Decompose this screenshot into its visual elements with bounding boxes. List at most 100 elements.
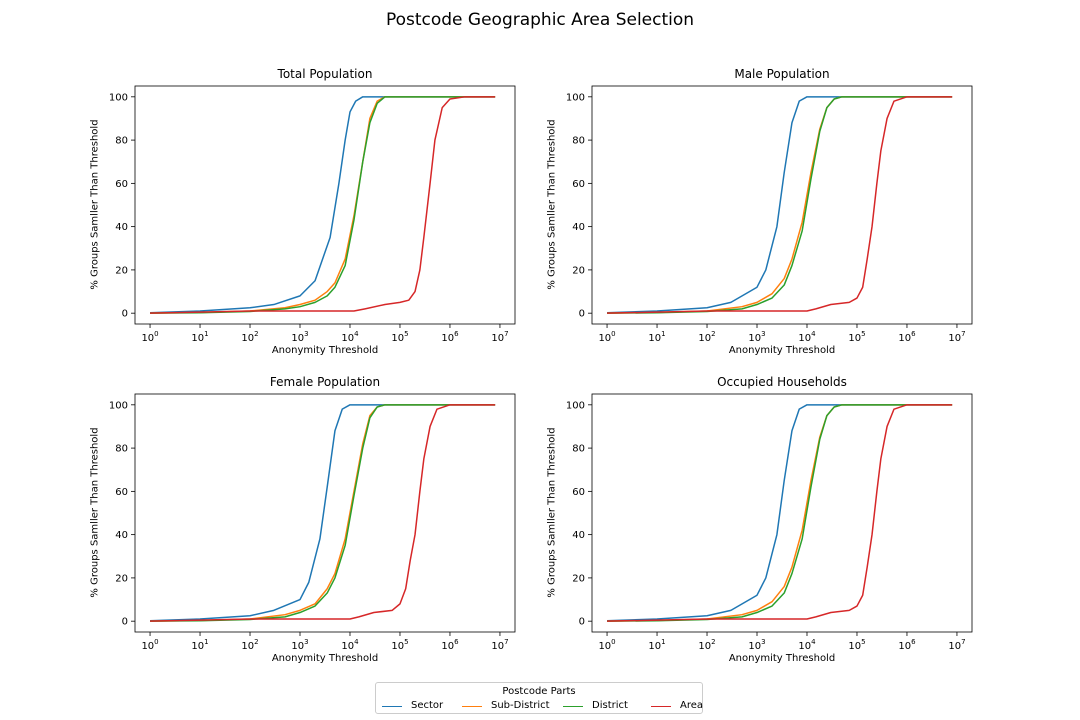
x-tick-label: 103 (748, 330, 765, 344)
x-tick-label: 107 (491, 330, 508, 344)
axes-frame (134, 85, 516, 325)
y-tick-label: 20 (115, 265, 128, 276)
subplot-title: Occupied Households (717, 375, 847, 389)
x-tick-label: 103 (748, 638, 765, 652)
legend-swatch (651, 706, 671, 707)
y-tick-label: 0 (579, 617, 585, 628)
plot-area: 100 101 102 103 104 105 106 107 0 20 40 60 80 100 (566, 85, 973, 344)
y-axis-label: % Groups Samller Than Threshold (89, 427, 101, 598)
y-tick-label: 60 (572, 179, 585, 190)
y-tick-label: 0 (122, 617, 128, 628)
y-tick-label: 20 (115, 573, 128, 584)
y-axis-label: % Groups Samller Than Threshold (89, 119, 101, 290)
y-tick-label: 40 (572, 222, 585, 233)
y-tick-label: 20 (572, 573, 585, 584)
y-tick-label: 80 (572, 136, 585, 147)
y-tick-label: 40 (115, 530, 128, 541)
x-tick-label: 101 (191, 638, 208, 652)
y-tick-label: 40 (572, 530, 585, 541)
x-tick-label: 105 (848, 638, 865, 652)
y-tick-label: 60 (115, 487, 128, 498)
x-tick-label: 103 (291, 638, 308, 652)
series-line-sector (607, 96, 953, 314)
legend-label: Sub-District (491, 700, 550, 711)
x-axis-label: Anonymity Threshold (728, 653, 836, 664)
legend-swatch (563, 706, 583, 707)
legend-swatch (382, 706, 402, 707)
x-tick-label: 105 (391, 638, 408, 652)
x-tick-label: 106 (898, 638, 916, 652)
y-tick-label: 0 (122, 309, 128, 320)
y-tick-label: 0 (579, 309, 585, 320)
y-tick-label: 100 (566, 92, 585, 103)
x-tick-label: 105 (391, 330, 408, 344)
legend-swatch (462, 706, 482, 707)
y-tick-label: 80 (572, 444, 585, 455)
x-tick-label: 102 (241, 638, 258, 652)
series-line-area (607, 404, 953, 622)
x-tick-label: 101 (191, 330, 208, 344)
x-tick-label: 106 (898, 330, 916, 344)
x-tick-label: 107 (948, 638, 965, 652)
y-tick-label: 60 (572, 487, 585, 498)
x-tick-label: 106 (441, 330, 459, 344)
x-tick-label: 100 (141, 638, 158, 652)
x-tick-label: 106 (441, 638, 459, 652)
y-tick-label: 40 (115, 222, 128, 233)
x-tick-label: 103 (291, 330, 308, 344)
series-line-sector (150, 404, 496, 622)
x-tick-label: 101 (648, 330, 665, 344)
x-axis-label: Anonymity Threshold (271, 653, 379, 664)
figure-title: Postcode Geographic Area Selection (385, 10, 695, 30)
y-tick-label: 60 (115, 179, 128, 190)
x-tick-label: 104 (798, 330, 816, 344)
legend-label: Area (680, 700, 704, 711)
series-line-district (150, 96, 496, 314)
y-tick-label: 100 (566, 400, 585, 411)
subplot-title: Total Population (277, 67, 373, 81)
x-tick-label: 104 (341, 638, 359, 652)
y-tick-label: 80 (115, 136, 128, 147)
series-line-sub-district (150, 96, 496, 314)
legend-title: Postcode Parts (502, 686, 576, 697)
y-axis-label: % Groups Samller Than Threshold (546, 427, 558, 598)
x-axis-label: Anonymity Threshold (728, 345, 836, 356)
subplot-title: Female Population (269, 375, 381, 389)
series-line-area (150, 404, 496, 622)
subplot-title: Male Population (734, 67, 830, 81)
series-line-sector (607, 404, 953, 622)
axes-frame (134, 393, 516, 633)
x-axis-label: Anonymity Threshold (271, 345, 379, 356)
x-tick-label: 102 (241, 330, 258, 344)
x-tick-label: 100 (598, 330, 615, 344)
x-tick-label: 100 (598, 638, 615, 652)
plot-area: 100 101 102 103 104 105 106 107 0 20 40 60 80 100 (109, 85, 516, 344)
plot-area: 100 101 102 103 104 105 106 107 0 20 40 60 80 100 (109, 393, 516, 652)
x-tick-label: 101 (648, 638, 665, 652)
legend-label: District (592, 700, 628, 711)
x-tick-label: 100 (141, 330, 158, 344)
series-line-sector (150, 96, 496, 314)
x-tick-label: 105 (848, 330, 865, 344)
y-tick-label: 80 (115, 444, 128, 455)
y-tick-label: 100 (109, 400, 128, 411)
x-tick-label: 107 (948, 330, 965, 344)
series-line-sub-district (150, 404, 496, 622)
y-tick-label: 100 (109, 92, 128, 103)
legend-label: Sector (411, 700, 444, 711)
y-tick-label: 20 (572, 265, 585, 276)
series-line-area (607, 96, 953, 314)
axes-frame (591, 85, 973, 325)
y-axis-label: % Groups Samller Than Threshold (546, 119, 558, 290)
series-line-district (150, 404, 496, 622)
x-tick-label: 102 (698, 638, 715, 652)
axes-frame (591, 393, 973, 633)
x-tick-label: 102 (698, 330, 715, 344)
x-tick-label: 104 (798, 638, 816, 652)
legend: Postcode Parts Sector Sub-District Distric… (375, 682, 703, 714)
series-line-area (150, 96, 496, 314)
plot-area: 100 101 102 103 104 105 106 107 0 20 40 60 80 100 (566, 393, 973, 652)
x-tick-label: 107 (491, 638, 508, 652)
x-tick-label: 104 (341, 330, 359, 344)
